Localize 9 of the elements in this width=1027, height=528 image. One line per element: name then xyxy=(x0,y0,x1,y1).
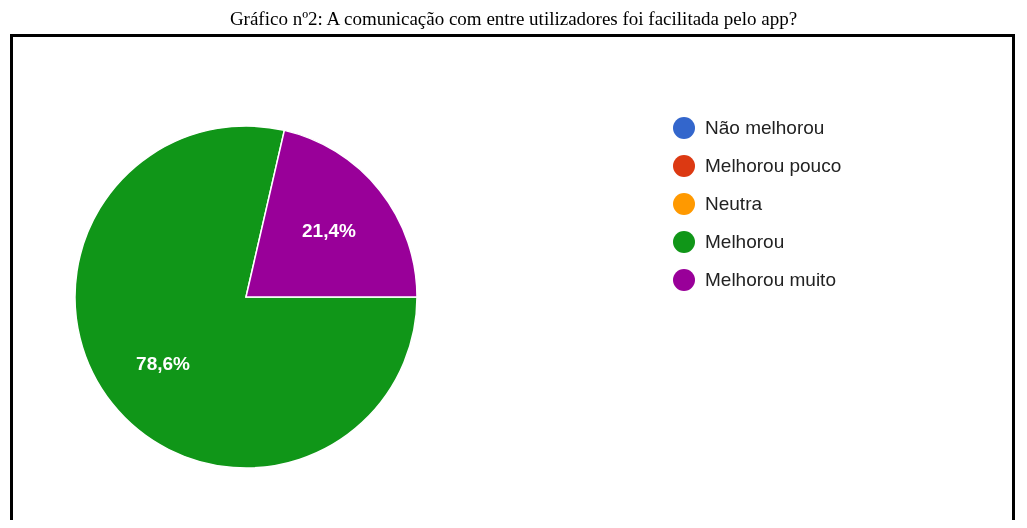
legend-label: Neutra xyxy=(705,193,763,215)
chart-title: Gráfico nº2: A comunicação com entre utilizadores foi facilitada pelo app? xyxy=(228,8,799,30)
data-label: 78,6% xyxy=(136,352,191,374)
legend-label: Melhorou muito xyxy=(705,269,836,291)
legend-label: Melhorou pouco xyxy=(705,155,842,177)
legend-label: Não melhorou xyxy=(705,117,825,139)
legend-label: Melhorou xyxy=(705,231,785,253)
pie-slice xyxy=(74,125,418,469)
data-label: 21,4% xyxy=(302,220,356,242)
